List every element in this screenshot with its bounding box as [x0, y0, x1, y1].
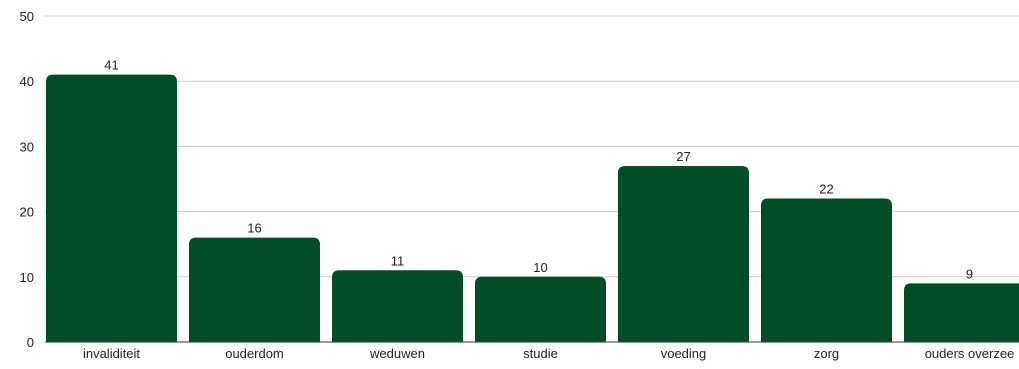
bar-weduwen [332, 270, 463, 342]
y-tick-label-10: 10 [20, 270, 34, 285]
data-label-weduwen: 11 [391, 253, 405, 268]
data-label-zorg: 22 [819, 182, 833, 197]
y-tick-label-20: 20 [20, 205, 34, 220]
bar-zorg [761, 198, 892, 342]
y-tick-label-40: 40 [20, 74, 34, 89]
data-labels: 41 16 11 10 27 22 9 [104, 58, 973, 282]
bar-studie [475, 276, 606, 342]
bar-ouders-overzee [904, 283, 1019, 342]
y-axis-ticks: 0 10 20 30 40 50 [20, 9, 34, 350]
x-tick-label-voeding: voeding [661, 346, 707, 361]
data-label-voeding: 27 [676, 149, 690, 164]
data-label-studie: 10 [533, 260, 547, 275]
bars [46, 74, 1019, 343]
data-label-ouderdom: 16 [247, 221, 261, 236]
x-axis-ticks: invaliditeit ouderdom weduwen studie voeding… [83, 346, 1014, 361]
x-tick-label-zorg: zorg [814, 346, 839, 361]
bar-ouderdom [189, 237, 320, 342]
y-tick-label-30: 30 [20, 139, 34, 154]
x-tick-label-weduwen: weduwen [369, 346, 425, 361]
y-tick-label-50: 50 [20, 9, 34, 24]
x-tick-label-invaliditeit: invaliditeit [83, 346, 140, 361]
x-tick-label-ouders-overzee: ouders overzee [925, 346, 1015, 361]
bar-voeding [618, 165, 749, 342]
bar-invaliditeit [46, 74, 177, 343]
x-tick-label-studie: studie [523, 346, 558, 361]
y-tick-label-0: 0 [27, 335, 34, 350]
data-label-invaliditeit: 41 [104, 58, 118, 73]
x-tick-label-ouderdom: ouderdom [225, 346, 284, 361]
data-label-ouders-overzee: 9 [966, 266, 973, 281]
